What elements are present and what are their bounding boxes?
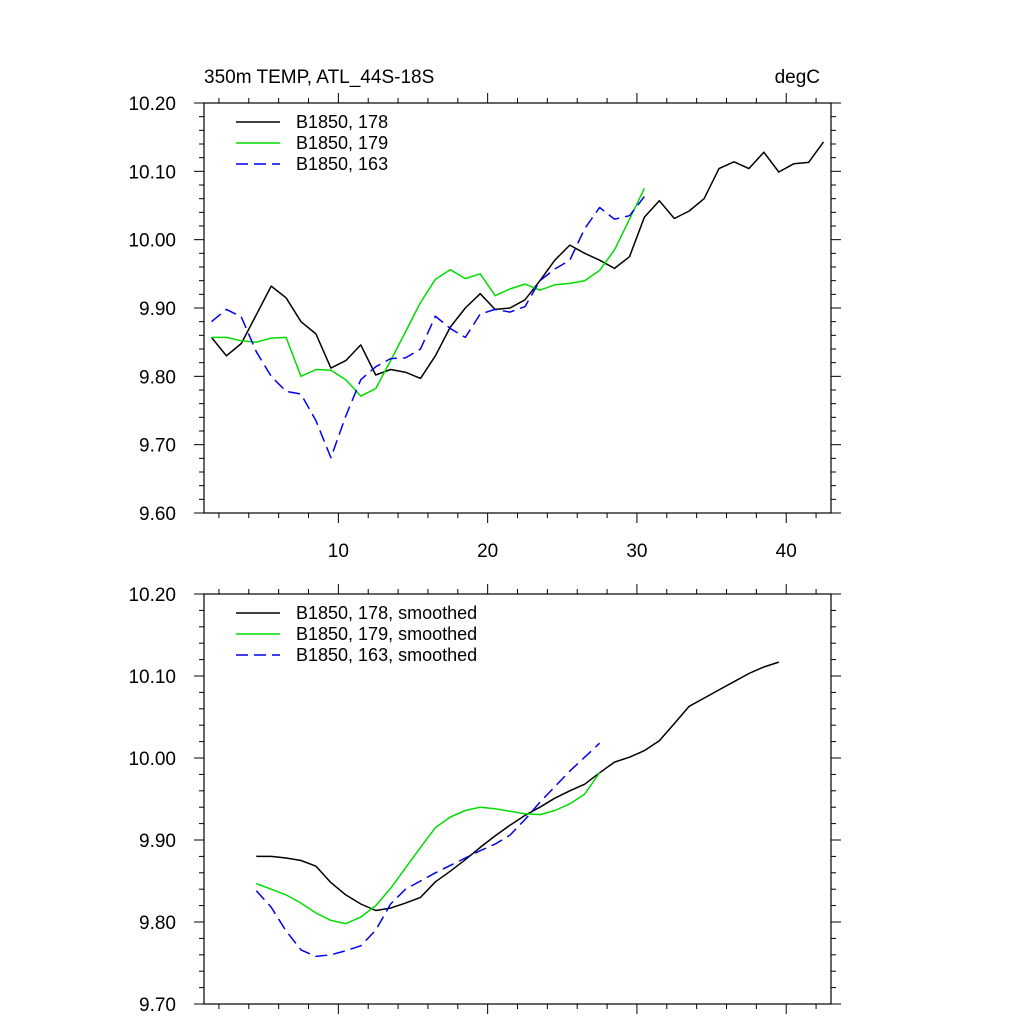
series-line (256, 661, 780, 912)
bottom-y-tick-labels: 9.70 9.80 9.90 10.00 10.10 10.20 (128, 585, 176, 1016)
y-tick-label: 10.20 (128, 585, 176, 606)
bottom-series-lines (255, 661, 780, 958)
legend-label: B1850, 178 (296, 112, 388, 132)
legend-label: B1850, 163, smoothed (296, 645, 477, 665)
units-label: degC (775, 67, 820, 88)
y-tick-label: 9.70 (139, 436, 176, 457)
top-x-tick-labels: 10 20 30 40 (328, 541, 797, 562)
legend-label: B1850, 179 (296, 133, 388, 153)
legend-label: B1850, 179, smoothed (296, 624, 477, 644)
y-tick-label: 10.10 (128, 162, 176, 183)
series-line (256, 772, 601, 925)
x-tick-label: 40 (776, 541, 797, 562)
series-line (255, 742, 601, 958)
series-line (211, 196, 645, 459)
legend-label: B1850, 163 (296, 154, 388, 174)
top-axis-ticks (194, 93, 841, 523)
top-series-lines (210, 141, 825, 459)
top-plot-frame (203, 102, 832, 514)
y-tick-label: 9.80 (139, 913, 176, 934)
y-tick-label: 10.10 (128, 667, 176, 688)
top-y-tick-labels: 9.60 9.70 9.80 9.90 10.00 10.10 10.20 (128, 94, 176, 525)
chart-title: 350m TEMP, ATL_44S-18S (204, 67, 434, 88)
series-line (210, 141, 825, 380)
x-tick-label: 20 (477, 541, 498, 562)
y-tick-label: 9.70 (139, 995, 176, 1016)
y-tick-label: 9.60 (139, 504, 176, 525)
y-tick-label: 10.00 (128, 749, 176, 770)
y-tick-label: 10.20 (128, 94, 176, 115)
y-tick-label: 9.90 (139, 831, 176, 852)
y-tick-label: 10.00 (128, 231, 176, 252)
series-line (211, 188, 646, 397)
y-tick-label: 9.90 (139, 299, 176, 320)
bottom-plot-frame (203, 593, 832, 1005)
top-chart: 350m TEMP, ATL_44S-18S degC 9.60 9.70 9.80… (128, 67, 841, 562)
legend-label: B1850, 178, smoothed (296, 603, 477, 623)
x-tick-label: 30 (626, 541, 647, 562)
y-tick-label: 9.80 (139, 367, 176, 388)
x-tick-label: 10 (328, 541, 349, 562)
bottom-chart: 9.70 9.80 9.90 10.00 10.10 10.20 B1850, 178, … (128, 584, 841, 1016)
bottom-axis-ticks (194, 584, 841, 1014)
